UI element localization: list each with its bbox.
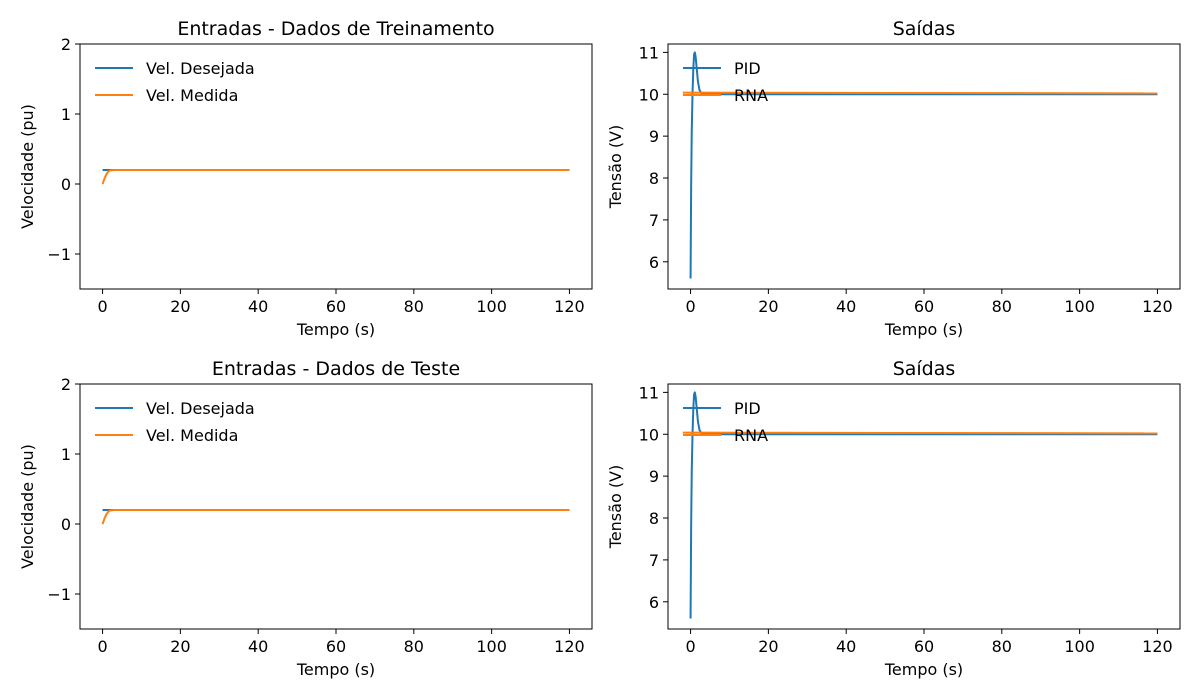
y-tick-label: 11 xyxy=(639,43,659,62)
x-axis-label: Tempo (s) xyxy=(884,320,963,339)
y-tick-label: −1 xyxy=(47,245,71,264)
legend-label: Vel. Desejada xyxy=(146,399,255,418)
y-tick-label: 7 xyxy=(649,211,659,230)
x-tick-label: 80 xyxy=(404,297,424,316)
legend-label: PID xyxy=(734,399,761,418)
legend: Vel. Desejada Vel. Medida xyxy=(95,399,255,445)
axes-frame xyxy=(667,383,1181,630)
y-tick-label: 11 xyxy=(639,383,659,402)
y-tick-label: 0 xyxy=(61,515,71,534)
x-tick-label: 60 xyxy=(326,297,346,316)
y-tick-label: 6 xyxy=(649,593,659,612)
y-tick-label: 2 xyxy=(61,375,71,394)
legend-label: PID xyxy=(734,59,761,78)
x-tick-label: 60 xyxy=(326,637,346,656)
x-tick-label: 40 xyxy=(248,637,268,656)
x-tick-label: 40 xyxy=(836,297,856,316)
y-tick-label: 9 xyxy=(649,467,659,486)
axes-frame xyxy=(667,43,1181,290)
chart-title: Entradas - Dados de Teste xyxy=(212,358,460,380)
x-axis-label: Tempo (s) xyxy=(296,320,375,339)
x-tick-label: 120 xyxy=(554,637,585,656)
x-tick-label: 0 xyxy=(97,297,107,316)
series-line-rna xyxy=(682,431,1158,435)
y-tick-label: 2 xyxy=(61,35,71,54)
legend: PID RNA xyxy=(683,399,768,445)
chart-title: Saídas xyxy=(893,358,956,380)
legend-label: RNA xyxy=(734,426,768,445)
axes-frame xyxy=(79,43,593,290)
x-tick-label: 120 xyxy=(1142,297,1173,316)
x-axis-label: Tempo (s) xyxy=(884,660,963,679)
x-tick-label: 0 xyxy=(97,637,107,656)
axes-frame xyxy=(79,383,593,630)
y-tick-label: 9 xyxy=(649,127,659,146)
y-axis-label: Tensão (V) xyxy=(606,465,625,549)
y-tick-label: 10 xyxy=(639,425,659,444)
y-tick-label: 1 xyxy=(61,105,71,124)
legend-label: Vel. Medida xyxy=(146,426,238,445)
y-axis-label: Velocidade (pu) xyxy=(18,104,37,229)
series-line-vel-medida xyxy=(101,509,570,525)
legend-label: Vel. Medida xyxy=(146,86,238,105)
x-tick-label: 40 xyxy=(248,297,268,316)
y-axis-label: Tensão (V) xyxy=(606,125,625,209)
y-tick-label: −1 xyxy=(47,585,71,604)
chart-title: Entradas - Dados de Treinamento xyxy=(177,18,494,40)
x-tick-label: 100 xyxy=(476,297,507,316)
x-tick-label: 100 xyxy=(1064,297,1095,316)
chart-panel-2: 0 20 40 60 80 100 120 6 7 8 9 10 11 Saídas Tempo (s) Te… xyxy=(606,18,1181,339)
chart-panel-3: 0 20 40 60 80 100 120 −1 0 1 2 Entradas - Dados de … xyxy=(18,358,593,679)
x-tick-label: 80 xyxy=(992,297,1012,316)
legend: Vel. Desejada Vel. Medida xyxy=(95,59,255,105)
chart-panel-1: 0 20 40 60 80 100 120 −1 0 1 2 Entradas - Dados de … xyxy=(18,18,593,339)
y-tick-label: 1 xyxy=(61,445,71,464)
legend: PID RNA xyxy=(683,59,768,105)
y-tick-label: 0 xyxy=(61,175,71,194)
x-tick-label: 60 xyxy=(914,637,934,656)
x-tick-label: 20 xyxy=(170,297,190,316)
series-line-rna xyxy=(682,91,1158,95)
x-tick-label: 80 xyxy=(404,637,424,656)
x-tick-label: 20 xyxy=(170,637,190,656)
y-axis-label: Velocidade (pu) xyxy=(18,444,37,569)
x-tick-label: 120 xyxy=(1142,637,1173,656)
x-tick-label: 100 xyxy=(1064,637,1095,656)
x-tick-label: 120 xyxy=(554,297,585,316)
chart-panel-4: 0 20 40 60 80 100 120 6 7 8 9 10 11 Saídas Tempo (s) Te… xyxy=(606,358,1181,679)
series-line-vel-medida xyxy=(101,169,570,185)
x-tick-label: 80 xyxy=(992,637,1012,656)
x-tick-label: 20 xyxy=(758,297,778,316)
y-tick-label: 8 xyxy=(649,509,659,528)
y-tick-label: 8 xyxy=(649,169,659,188)
x-tick-label: 100 xyxy=(476,637,507,656)
x-tick-label: 20 xyxy=(758,637,778,656)
x-tick-label: 0 xyxy=(685,637,695,656)
x-tick-label: 0 xyxy=(685,297,695,316)
x-axis-label: Tempo (s) xyxy=(296,660,375,679)
legend-label: Vel. Desejada xyxy=(146,59,255,78)
legend-label: RNA xyxy=(734,86,768,105)
chart-title: Saídas xyxy=(893,18,956,40)
y-tick-label: 6 xyxy=(649,253,659,272)
x-tick-label: 60 xyxy=(914,297,934,316)
y-tick-label: 7 xyxy=(649,551,659,570)
x-tick-label: 40 xyxy=(836,637,856,656)
y-tick-label: 10 xyxy=(639,85,659,104)
